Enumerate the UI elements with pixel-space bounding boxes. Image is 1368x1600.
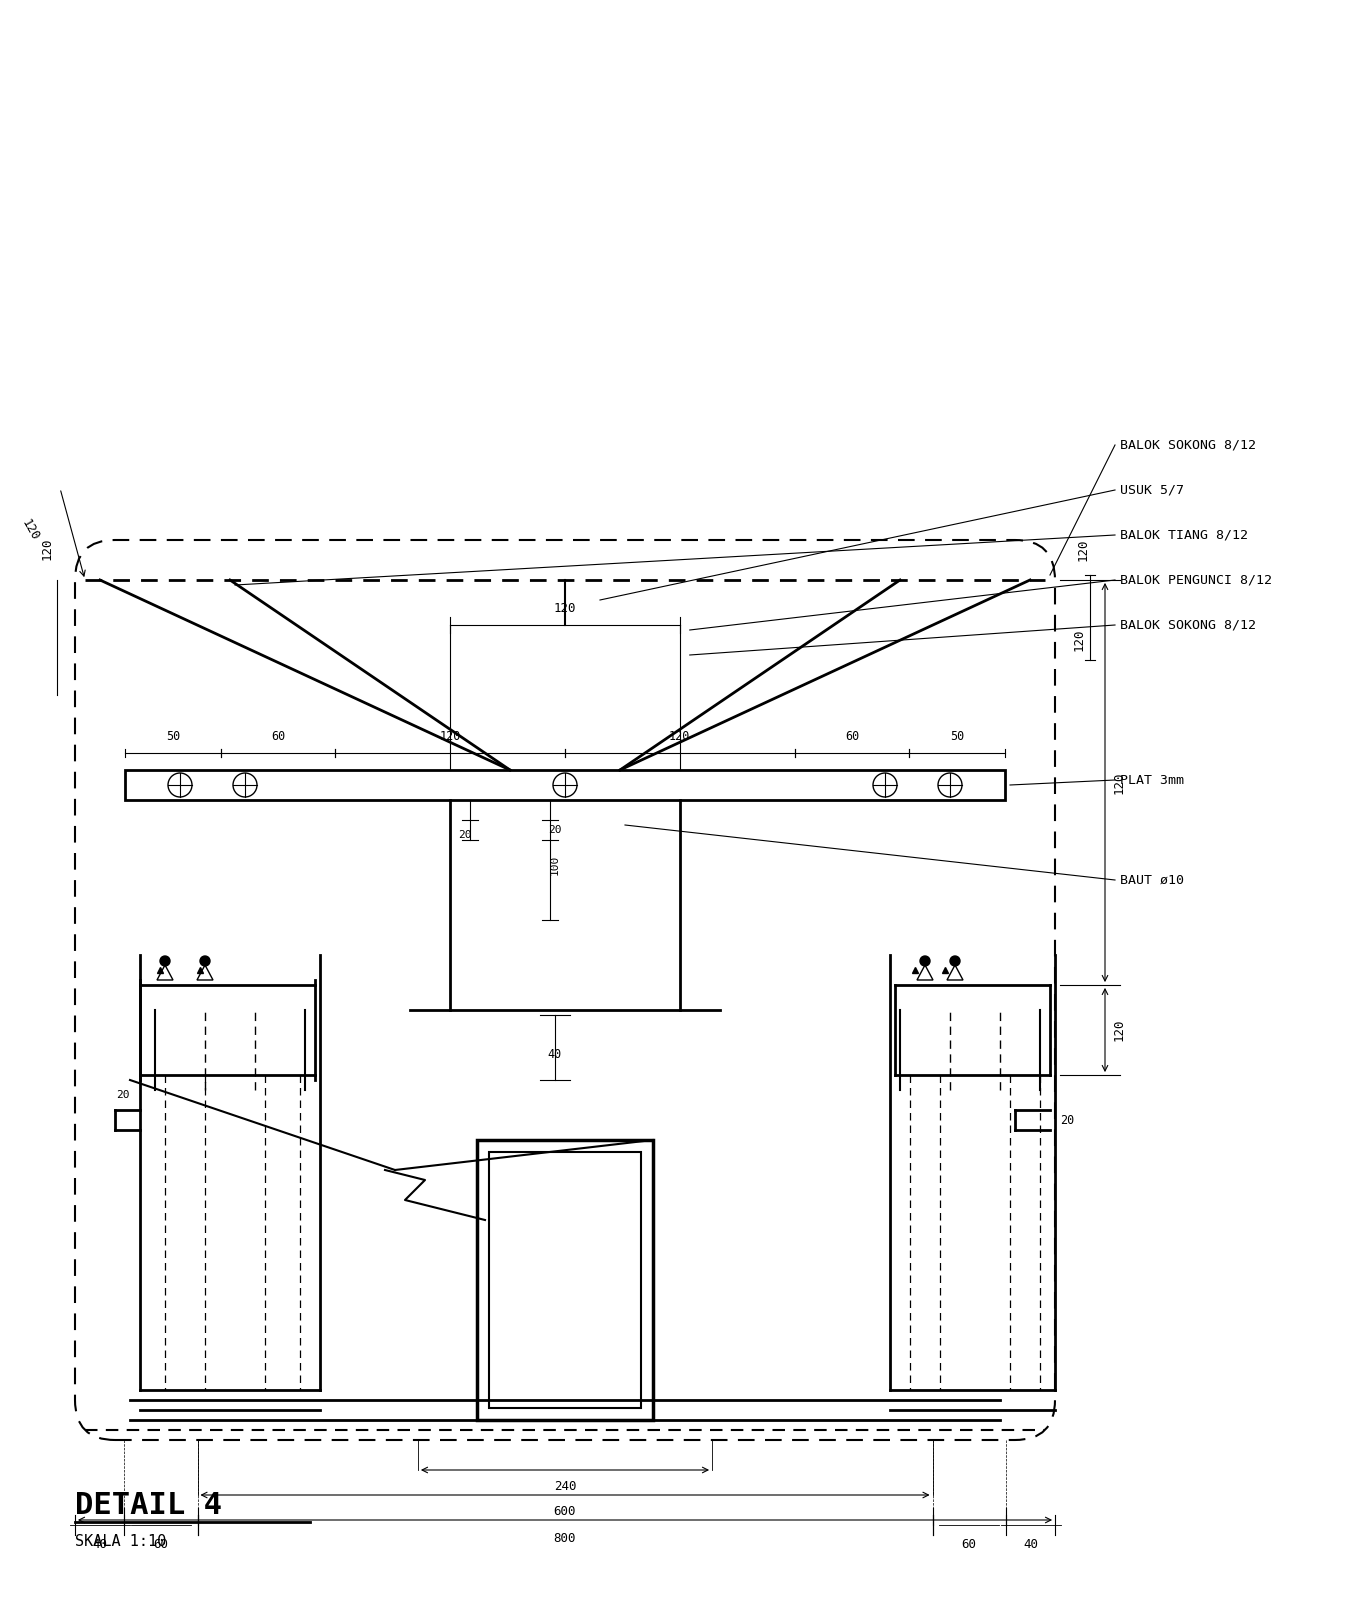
Text: SKALA 1:10: SKALA 1:10 <box>75 1534 167 1549</box>
Text: USUK 5/7: USUK 5/7 <box>1120 483 1183 496</box>
Text: 600: 600 <box>554 1506 576 1518</box>
Text: 120: 120 <box>554 602 576 614</box>
Text: 120: 120 <box>19 517 41 542</box>
Text: BAUT ø10: BAUT ø10 <box>1120 874 1183 886</box>
Text: BALOK SOKONG 8/12: BALOK SOKONG 8/12 <box>1120 619 1256 632</box>
Text: 120: 120 <box>439 730 461 742</box>
Text: 20: 20 <box>116 1090 130 1101</box>
Text: PLAT 3mm: PLAT 3mm <box>1120 773 1183 787</box>
Text: 120: 120 <box>669 730 691 742</box>
Circle shape <box>949 955 960 966</box>
Text: BALOK TIANG 8/12: BALOK TIANG 8/12 <box>1120 528 1248 541</box>
Text: BALOK SOKONG 8/12: BALOK SOKONG 8/12 <box>1120 438 1256 451</box>
Polygon shape <box>947 965 963 979</box>
Text: 120: 120 <box>1077 539 1090 562</box>
Text: 40: 40 <box>92 1539 107 1552</box>
Text: 60: 60 <box>271 730 285 742</box>
Text: 120: 120 <box>41 538 53 560</box>
Text: BALOK PENGUNCI 8/12: BALOK PENGUNCI 8/12 <box>1120 573 1272 587</box>
Text: 50: 50 <box>166 730 181 742</box>
Text: 20: 20 <box>549 826 562 835</box>
Text: 120: 120 <box>1114 771 1126 794</box>
Text: 60: 60 <box>845 730 859 742</box>
Text: DETAIL 4: DETAIL 4 <box>75 1491 222 1520</box>
Polygon shape <box>917 965 933 979</box>
Text: 120: 120 <box>1073 629 1086 651</box>
Polygon shape <box>157 965 172 979</box>
Circle shape <box>200 955 211 966</box>
Text: 800: 800 <box>554 1533 576 1546</box>
Bar <box>490 1152 640 1408</box>
Text: 60: 60 <box>153 1539 168 1552</box>
Text: 20: 20 <box>1060 1114 1074 1126</box>
Text: 120: 120 <box>1114 1019 1126 1042</box>
Text: 40: 40 <box>547 1048 562 1061</box>
Circle shape <box>160 955 170 966</box>
Text: 20: 20 <box>458 830 472 840</box>
Text: 40: 40 <box>1023 1539 1038 1552</box>
Bar <box>477 1139 653 1421</box>
Text: 60: 60 <box>962 1539 977 1552</box>
Text: 100: 100 <box>550 854 560 875</box>
Text: 240: 240 <box>554 1480 576 1493</box>
Bar <box>124 770 1005 800</box>
Text: 50: 50 <box>949 730 964 742</box>
Circle shape <box>921 955 930 966</box>
Polygon shape <box>197 965 213 979</box>
